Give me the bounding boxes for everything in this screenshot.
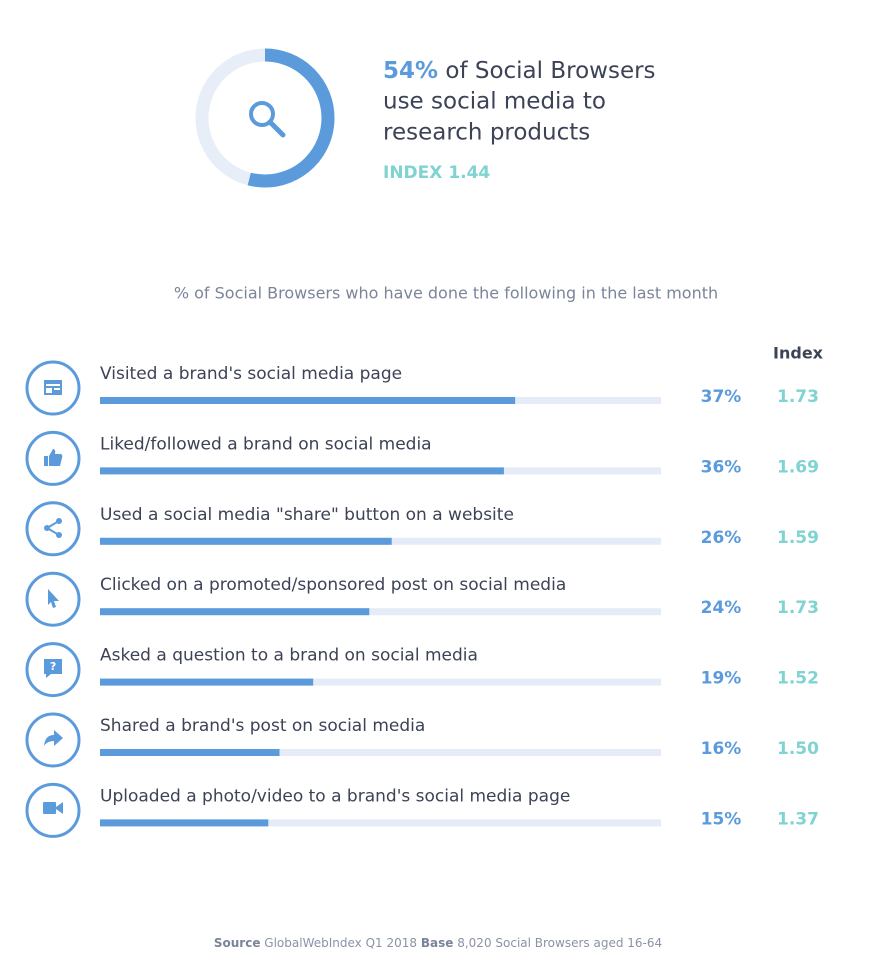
value-label: 16% [701, 739, 742, 759]
icon-share [44, 518, 62, 538]
category-label: Liked/followed a brand on social media [100, 434, 432, 454]
bar-track [100, 608, 661, 616]
base: 8,020 Social Browsers aged 16-64 [457, 936, 662, 950]
index-value: 1.73 [777, 387, 819, 407]
bar [100, 749, 280, 756]
bar-track [100, 819, 661, 827]
value-label: 15% [701, 809, 742, 829]
index-value: 1.69 [777, 457, 819, 477]
row-icons: ? [43, 380, 63, 814]
bar [100, 397, 516, 404]
donut-arc [195, 48, 335, 188]
headline-value: 54% [383, 58, 438, 84]
index-value: 1.44 [448, 163, 490, 183]
value-label: 36% [701, 457, 742, 477]
icon-ring [25, 430, 81, 486]
icon-ring [25, 642, 81, 698]
category-label: Uploaded a photo/video to a brand's soci… [100, 786, 570, 806]
icon-like [44, 449, 63, 466]
headline-line-3: research products [383, 120, 590, 146]
icon-ring [25, 501, 81, 557]
headline-index: INDEX 1.44 [383, 163, 490, 183]
category-label: Shared a brand's post on social media [100, 716, 425, 736]
base-label: Base [421, 936, 454, 950]
index-value: 1.52 [777, 669, 819, 689]
bar [100, 537, 392, 545]
index-value: 1.37 [777, 809, 819, 829]
bar [100, 678, 314, 686]
headline-line-1: 54% of Social Browsers [383, 58, 656, 84]
chart-subtitle: % of Social Browsers who have done the f… [174, 284, 718, 303]
value-label: 37% [701, 387, 742, 407]
index-value: 1.50 [777, 739, 819, 759]
icon-ring [25, 782, 81, 838]
icon-ring [25, 360, 81, 416]
icon-video [43, 802, 63, 814]
bar-track [100, 749, 661, 756]
icon-page [44, 380, 62, 395]
value-label: 24% [701, 598, 742, 618]
headline-line-2: use social media to [383, 89, 606, 115]
bar [100, 819, 269, 827]
source: GlobalWebIndex Q1 2018 [264, 936, 417, 950]
bar [100, 608, 370, 616]
search-icon [249, 101, 286, 138]
source-label: Source [214, 936, 261, 950]
icon-ring [25, 571, 81, 627]
headline-text: of Social Browsers [445, 58, 655, 84]
value-label: 26% [701, 528, 742, 548]
index-header: Index [773, 344, 824, 363]
icon-forward [44, 730, 63, 746]
category-label: Clicked on a promoted/sponsored post on … [100, 575, 566, 595]
category-label: Visited a brand's social media page [100, 364, 402, 384]
icon-question: ? [44, 659, 62, 678]
bar [100, 467, 504, 475]
icon-cursor [48, 589, 59, 608]
icon-ring [25, 712, 81, 768]
index-value: 1.59 [777, 528, 819, 548]
index-value: 1.73 [777, 598, 819, 618]
footer: Source GlobalWebIndex Q1 2018 Base 8,020… [214, 936, 662, 950]
index-label: INDEX [383, 163, 442, 183]
category-label: Used a social media "share" button on a … [100, 505, 514, 525]
value-label: 19% [701, 669, 742, 689]
category-label: Asked a question to a brand on social me… [100, 646, 478, 666]
bar-track [100, 678, 661, 686]
svg-text:?: ? [50, 660, 56, 673]
